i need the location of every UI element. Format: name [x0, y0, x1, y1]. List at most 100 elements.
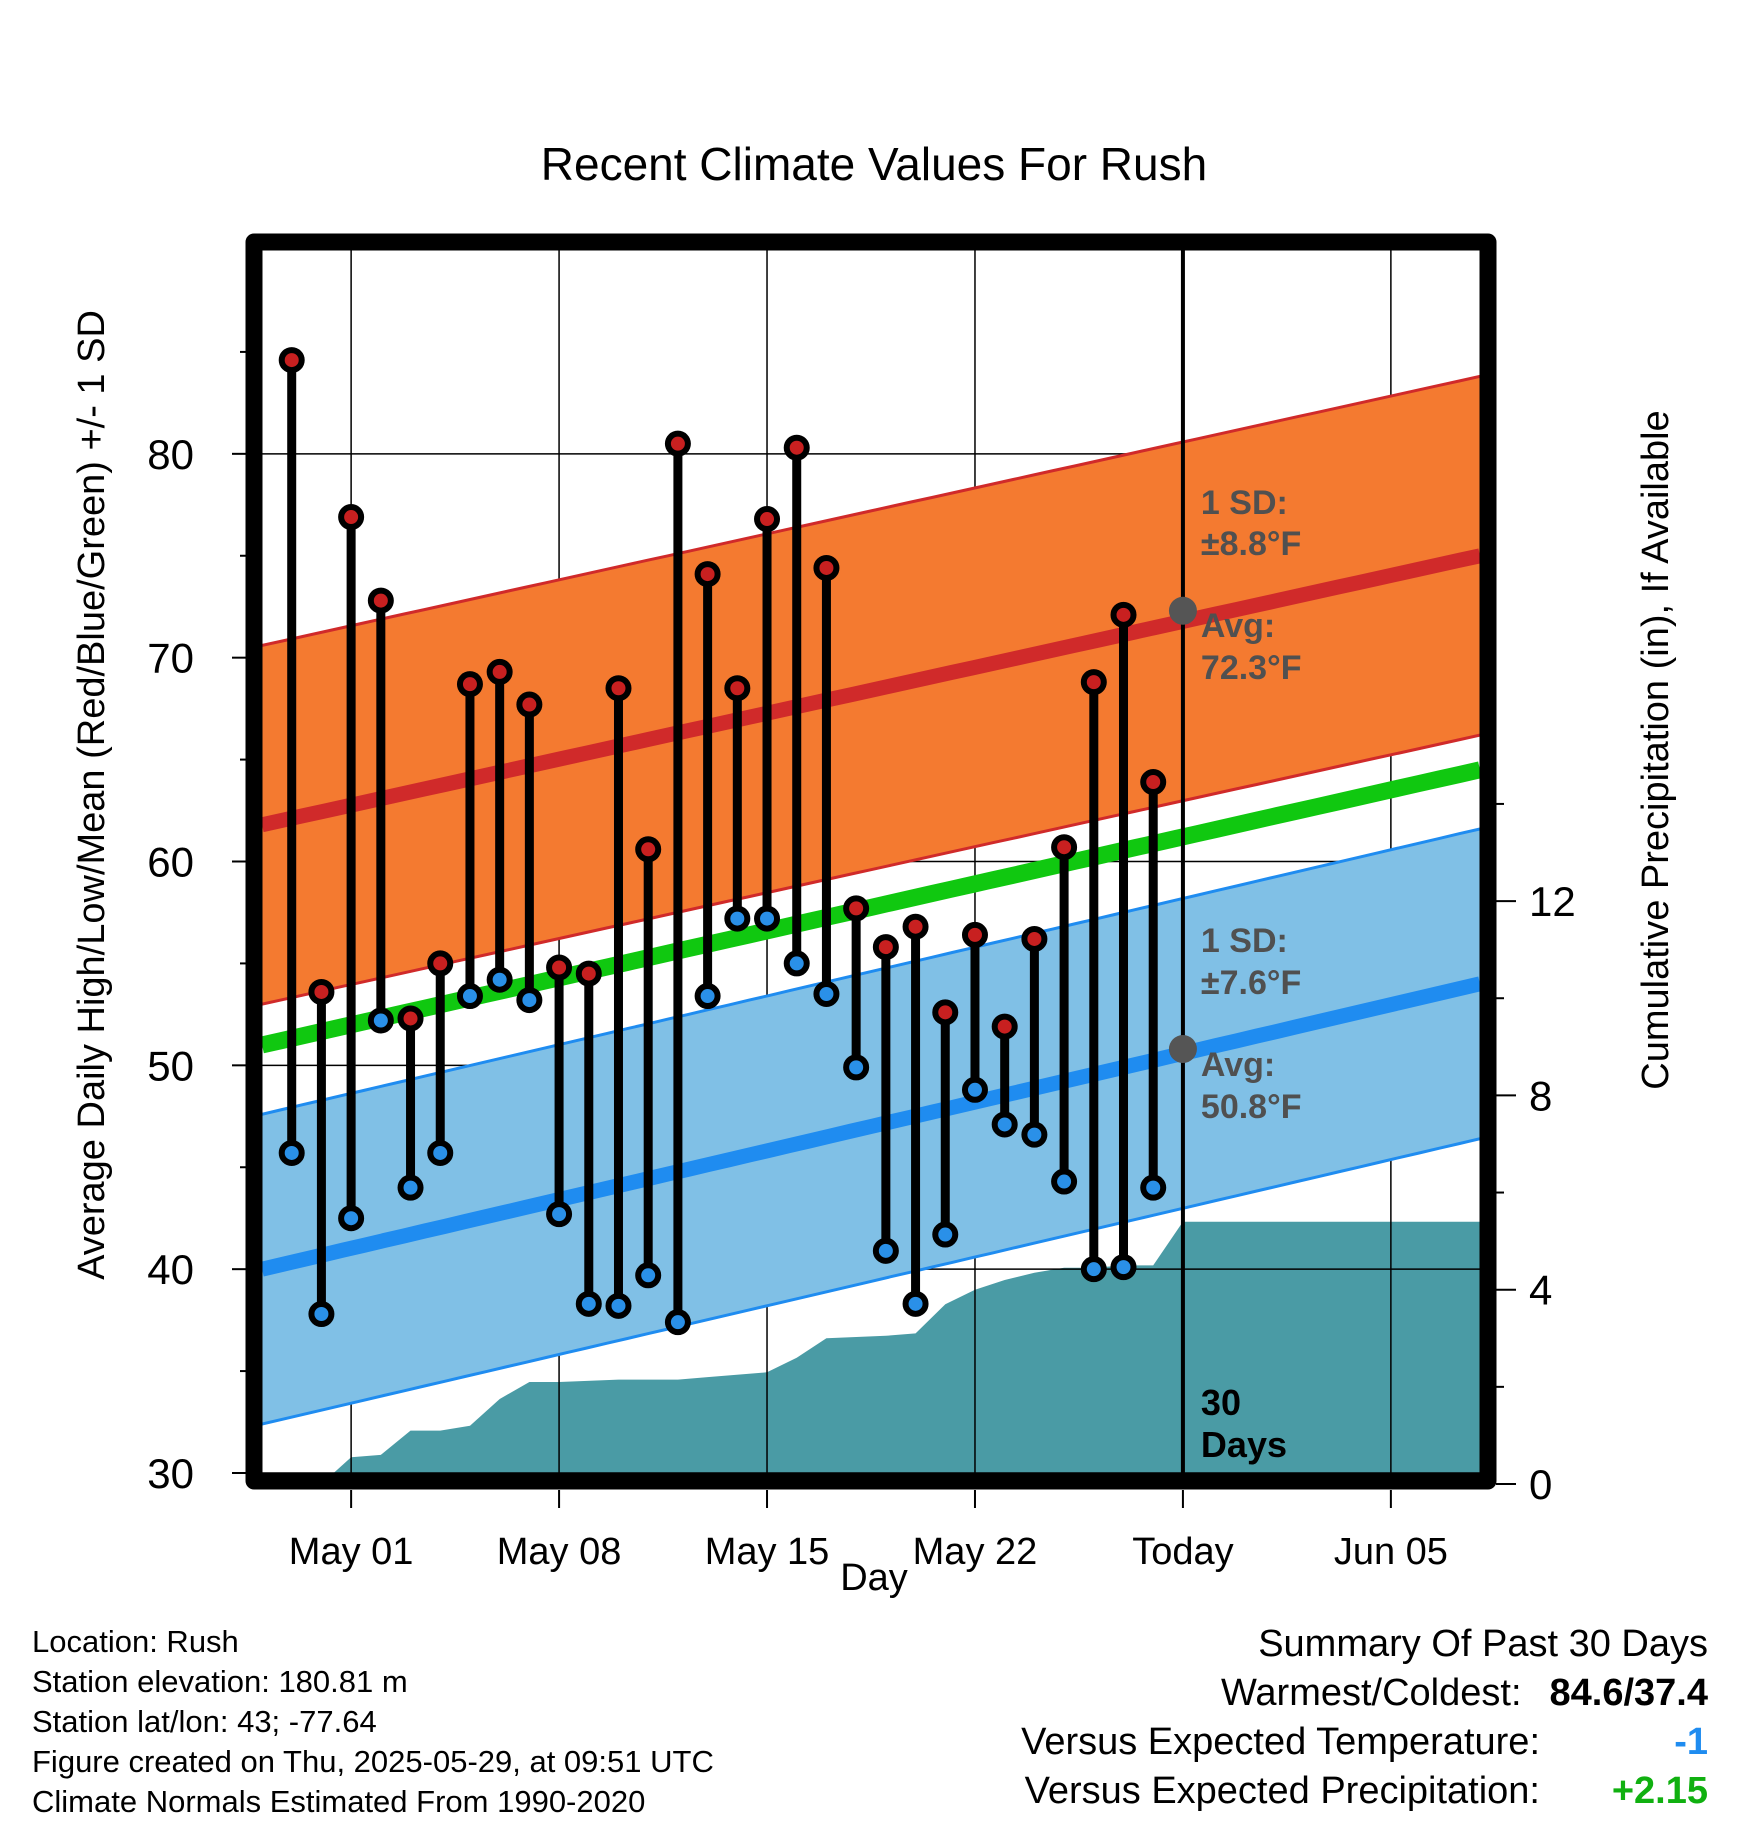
daily-high-point — [575, 960, 602, 987]
daily-high-point — [724, 675, 751, 702]
climate-chart: Recent Climate Values For Rush 1 SD:±8.8… — [71, 138, 1677, 1599]
daily-low-point — [991, 1111, 1018, 1138]
warm-cold-label: Warmest/Coldest: — [1220, 1672, 1522, 1714]
daily-low-point — [754, 905, 781, 932]
precipitation-area — [333, 1221, 1480, 1473]
days-label-text: Days — [1201, 1424, 1287, 1465]
daily-high-point — [1140, 769, 1167, 796]
daily-high-point — [278, 347, 305, 374]
x-tick-label: May 08 — [497, 1531, 622, 1573]
daily-low-point — [427, 1139, 454, 1166]
daily-high-point — [486, 658, 513, 685]
temp-value: -1 — [1674, 1721, 1708, 1763]
low-avg-value: 50.8°F — [1201, 1088, 1302, 1126]
station-info: Location: Rush Station elevation: 180.81… — [32, 1622, 714, 1822]
daily-low-point — [1140, 1174, 1167, 1201]
low-avg-label: Avg: — [1201, 1046, 1275, 1084]
normal-low-upper-edge — [262, 827, 1480, 1116]
daily-high-point — [932, 999, 959, 1026]
normal-high-line — [262, 548, 1480, 833]
daily-low-point — [456, 983, 483, 1010]
daily-high-point — [694, 561, 721, 588]
x-tick-label: Today — [1132, 1531, 1233, 1573]
daily-low-point — [783, 950, 810, 977]
daily-low-point — [961, 1076, 988, 1103]
daily-high-point — [664, 430, 691, 457]
daily-high-point — [961, 921, 988, 948]
y-tick-label: 80 — [147, 431, 194, 478]
y2-tick-label: 4 — [1529, 1267, 1552, 1314]
daily-high-point — [813, 554, 840, 581]
daily-low-point — [902, 1290, 929, 1317]
summary-title: Summary Of Past 30 Days — [1258, 1623, 1708, 1665]
normals-text: Climate Normals Estimated From 1990-2020 — [32, 1784, 646, 1819]
daily-high-point — [516, 691, 543, 718]
daily-low-point — [843, 1054, 870, 1081]
daily-low-point — [575, 1290, 602, 1317]
elevation-text: Station elevation: 180.81 m — [32, 1664, 408, 1699]
days-label-number: 30 — [1201, 1382, 1241, 1423]
daily-low-point — [605, 1292, 632, 1319]
high-sd-label: 1 SD: — [1201, 484, 1288, 522]
y-tick-label: 50 — [147, 1042, 194, 1089]
daily-high-point — [1021, 925, 1048, 952]
daily-high-point — [902, 913, 929, 940]
daily-high-point — [605, 675, 632, 702]
daily-high-point — [872, 934, 899, 961]
normal-low-lower-edge — [262, 1137, 1480, 1426]
daily-low-point — [664, 1309, 691, 1336]
y-tick-label: 60 — [147, 839, 194, 886]
daily-low-point — [1110, 1254, 1137, 1281]
daily-low-point — [367, 1007, 394, 1034]
y-tick-label: 40 — [147, 1246, 194, 1293]
daily-low-point — [486, 966, 513, 993]
daily-high-point — [754, 506, 781, 533]
precip-label: Versus Expected Precipitation: — [1024, 1770, 1540, 1812]
normal-high-upper-edge — [262, 374, 1480, 647]
daily-low-point — [694, 983, 721, 1010]
x-tick-label: May 01 — [289, 1531, 414, 1573]
y2-axis-label: Cumulative Precipitation (in), If Availa… — [1635, 410, 1677, 1089]
normal-low-line — [262, 976, 1480, 1277]
normal-high-lower-edge — [262, 733, 1480, 1006]
y-tick-label: 70 — [147, 635, 194, 682]
daily-high-point — [367, 587, 394, 614]
daily-low-point — [308, 1301, 335, 1328]
daily-high-point — [397, 1005, 424, 1032]
y2-tick-label: 8 — [1529, 1072, 1552, 1119]
daily-low-point — [278, 1139, 305, 1166]
precip-value: +2.15 — [1611, 1770, 1708, 1812]
daily-high-point — [1080, 669, 1107, 696]
daily-low-point — [546, 1201, 573, 1228]
y2-tick-label: 0 — [1529, 1461, 1552, 1508]
daily-low-point — [1080, 1256, 1107, 1283]
daily-low-point — [635, 1262, 662, 1289]
high-sd-value: ±8.8°F — [1201, 525, 1301, 563]
daily-low-point — [1051, 1168, 1078, 1195]
today-low-avg-marker — [1168, 1035, 1197, 1064]
summary-temperature: Versus Expected Temperature: -1 — [1021, 1718, 1708, 1767]
created-text: Figure created on Thu, 2025-05-29, at 09… — [32, 1744, 714, 1779]
daily-low-point — [397, 1174, 424, 1201]
x-tick-label: May 22 — [913, 1531, 1038, 1573]
plot-frame — [245, 233, 1497, 1490]
location-text: Location: Rush — [32, 1624, 239, 1659]
daily-high-point — [546, 954, 573, 981]
summary-warm-cold: Warmest/Coldest: 84.6/37.4 — [1021, 1669, 1708, 1718]
low-sd-value: ±7.6°F — [1201, 964, 1301, 1002]
daily-high-point — [783, 434, 810, 461]
low-sd-label: 1 SD: — [1201, 922, 1288, 960]
daily-high-point — [991, 1013, 1018, 1040]
daily-low-point — [724, 905, 751, 932]
warm-cold-value: 84.6/37.4 — [1549, 1672, 1708, 1714]
daily-high-point — [308, 978, 335, 1005]
daily-high-point — [427, 950, 454, 977]
daily-low-point — [872, 1237, 899, 1264]
daily-low-point — [932, 1221, 959, 1248]
daily-low-point — [813, 980, 840, 1007]
high-avg-value: 72.3°F — [1201, 649, 1302, 687]
today-high-avg-marker — [1168, 596, 1197, 625]
x-axis-label: Day — [840, 1557, 908, 1599]
daily-high-point — [338, 504, 365, 531]
